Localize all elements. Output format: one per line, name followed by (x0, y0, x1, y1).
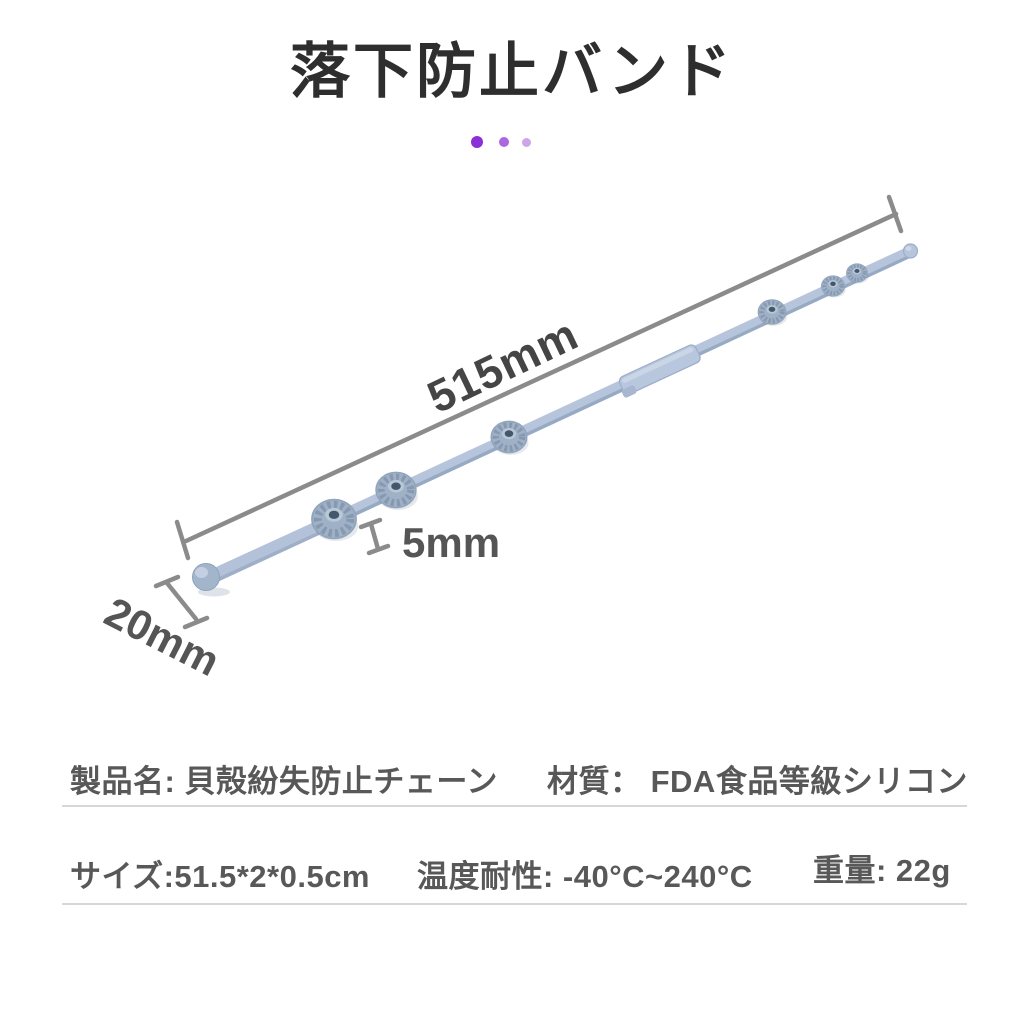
gear-knob-icon (491, 421, 528, 455)
length-label: 515mm (420, 308, 586, 423)
length-dimension-line (174, 194, 904, 561)
spec-product-name: 製品名: 貝殻紛失防止チェーン (70, 764, 498, 799)
end-width-label: 20mm (97, 588, 227, 685)
page-title: 落下防止バンド (290, 38, 734, 105)
thickness-label: 5mm (402, 519, 500, 566)
end-width-dimension-marker (153, 574, 210, 630)
accent-dots (471, 136, 531, 148)
strap-illustration (192, 243, 919, 597)
thickness-dimension-marker (358, 517, 391, 556)
accent-dot-icon (522, 137, 531, 147)
gear-knob-icon (844, 261, 871, 286)
ball-end (192, 563, 230, 597)
strap-tip (902, 243, 919, 259)
spec-divider (62, 805, 967, 807)
accent-dot-icon (471, 136, 483, 148)
strap-flat-section (618, 344, 701, 398)
accent-dot-icon (499, 137, 509, 147)
gear-knob-icon (758, 300, 787, 326)
gear-knob-icon (376, 472, 418, 510)
gear-knob-icon (312, 500, 358, 541)
spec-divider (62, 903, 967, 905)
spec-material: 材質： FDA食品等級シリコン (547, 764, 968, 799)
gear-knob-icon (821, 276, 845, 298)
spec-weight: 重量: 22g (813, 853, 951, 888)
spec-temperature: 温度耐性: -40°C~240°C (417, 859, 753, 894)
spec-size: サイズ:51.5*2*0.5cm (70, 859, 370, 894)
